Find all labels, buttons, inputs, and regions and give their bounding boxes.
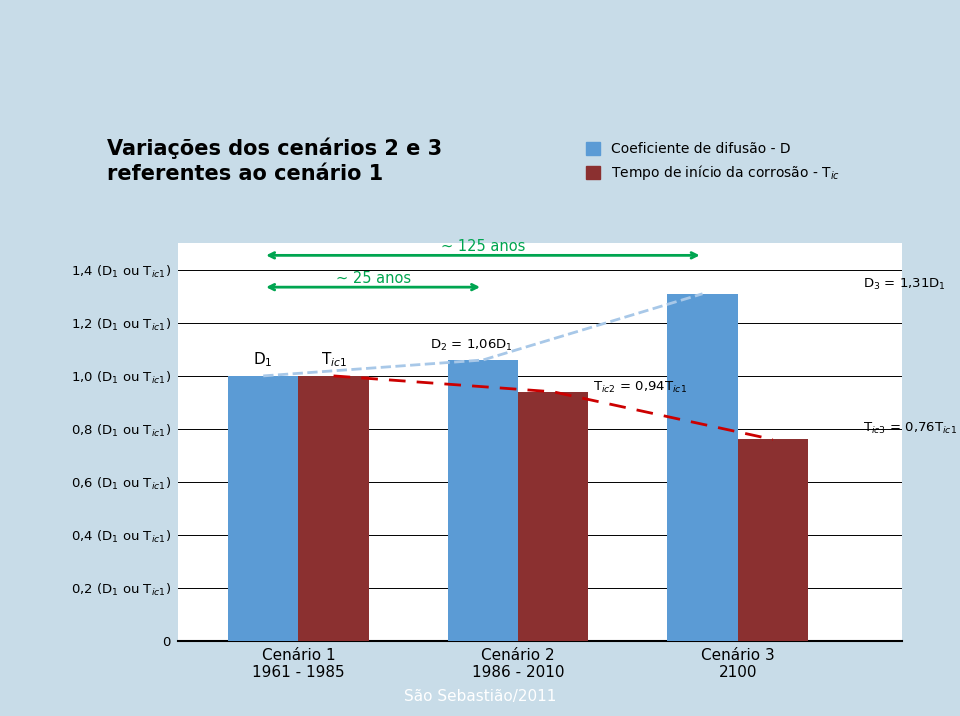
Bar xyxy=(737,440,808,641)
Text: D$_2$ = 1,06D$_1$: D$_2$ = 1,06D$_1$ xyxy=(430,338,514,354)
Text: Variações dos cenários 2 e 3
referentes ao cenário 1: Variações dos cenários 2 e 3 referentes … xyxy=(108,137,443,184)
Text: D$_1$: D$_1$ xyxy=(253,351,273,369)
Text: T$_{ic3}$ = 0,76T$_{ic1}$: T$_{ic3}$ = 0,76T$_{ic1}$ xyxy=(863,421,957,437)
Bar xyxy=(518,392,588,641)
Legend: Coeficiente de difusão - D, Tempo de início da corrosão - T$_{ic}$: Coeficiente de difusão - D, Tempo de iní… xyxy=(583,140,843,185)
Bar xyxy=(299,376,369,641)
Text: T$_{ic1}$: T$_{ic1}$ xyxy=(321,351,347,369)
Bar xyxy=(447,360,518,641)
Bar xyxy=(667,294,737,641)
Text: T$_{ic2}$ = 0,94T$_{ic1}$: T$_{ic2}$ = 0,94T$_{ic1}$ xyxy=(592,380,686,395)
Text: D$_3$ = 1,31D$_1$: D$_3$ = 1,31D$_1$ xyxy=(863,277,946,292)
Text: ~ 25 anos: ~ 25 anos xyxy=(335,271,411,286)
Text: ~ 125 anos: ~ 125 anos xyxy=(441,239,525,254)
Text: São Sebastião/2011: São Sebastião/2011 xyxy=(404,689,556,704)
Bar xyxy=(228,376,299,641)
